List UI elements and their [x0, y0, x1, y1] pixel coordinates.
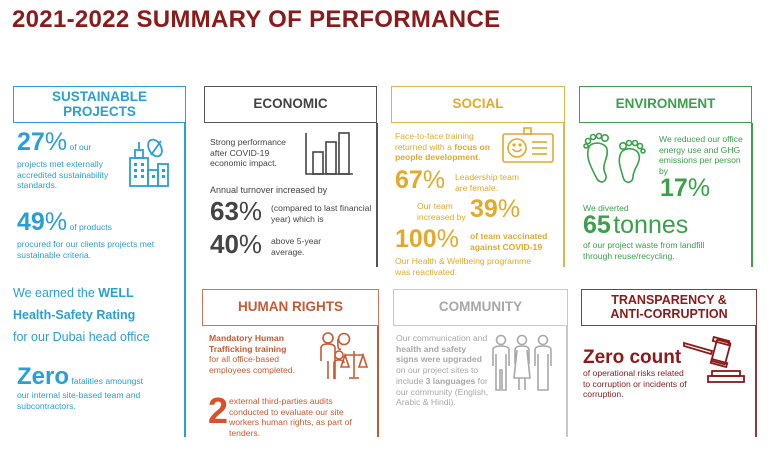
human-rights-training: Mandatory Human Trafficking training for… — [209, 333, 295, 376]
economic-stat-63: 63% — [210, 196, 263, 226]
economic-heading: ECONOMIC — [204, 86, 377, 123]
transparency-stat-text: of operational risks related to corrupti… — [583, 368, 687, 400]
community-heading: COMMUNITY — [393, 289, 568, 326]
social-footer: Our Health & Wellbeing programme was rea… — [395, 256, 531, 277]
environment-stat-17: 17% — [660, 174, 711, 202]
id-badge-smile-icon — [502, 127, 554, 163]
social-stat-39-lead: Our team increased by — [417, 201, 466, 222]
page-title: 2021-2022 SUMMARY OF PERFORMANCE — [12, 6, 501, 33]
community-text: Our communication and health and safety … — [396, 333, 489, 408]
social-divider — [563, 123, 565, 267]
social-stat-39: 39% — [470, 195, 521, 223]
environment-energy-text: We reduced our office energy use and GHG… — [659, 134, 743, 177]
bar-chart-icon — [305, 132, 353, 175]
economic-stat-63-text: (compared to last financial year) which … — [271, 203, 372, 224]
social-intro: Face-to-face training returned with a fo… — [395, 131, 491, 163]
family-scales-icon — [320, 332, 369, 379]
community-divider — [566, 326, 568, 437]
social-stat-100: 100% — [395, 225, 459, 253]
environment-heading: ENVIRONMENT — [579, 86, 752, 123]
well-rating-text: We earned the WELL Health-Safety Rating … — [13, 286, 150, 344]
sustainable-stat-27: 27% of our — [17, 128, 92, 156]
human-rights-stat-2: 2 — [208, 390, 229, 431]
environment-stat-65: 65 tonnes — [583, 211, 689, 239]
sustainable-stat-49: 49% of products — [17, 208, 112, 236]
economic-intro: Strong performance after COVID-19 econom… — [210, 137, 286, 169]
sustainable-stat-49-text: procured for our clients projects met su… — [17, 239, 155, 260]
transparency-divider — [755, 326, 757, 437]
transparency-stat: Zero count — [583, 347, 682, 368]
social-stat-67: 67% — [395, 166, 446, 194]
human-rights-stat-2-text: external third-parties audits conducted … — [229, 396, 352, 439]
sustainable-divider — [184, 123, 186, 437]
human-rights-divider — [377, 326, 379, 437]
footprints-icon — [583, 132, 646, 184]
gavel-icon — [683, 335, 745, 383]
economic-stat-40: 40% — [210, 229, 263, 259]
economic-stat-40-text: above 5-year average. — [271, 236, 322, 257]
environment-divider — [751, 123, 753, 267]
turnover-label: Annual turnover increased by — [210, 185, 328, 195]
social-stat-67-text: Leadership team are female. — [455, 172, 520, 193]
sustainable-heading: SUSTAINABLE PROJECTS — [13, 86, 186, 123]
sustainable-zero: Zero fatalities amoungst — [17, 363, 144, 390]
environment-stat-65-text: of our project waste from landfill throu… — [583, 240, 705, 261]
human-rights-heading: HUMAN RIGHTS — [202, 289, 379, 326]
transparency-heading: TRANSPARENCY & ANTI-CORRUPTION — [581, 289, 757, 326]
diverted-label: We diverted — [583, 203, 629, 213]
sustainable-stat-27-text: projects met externally accredited susta… — [17, 159, 109, 191]
social-stat-100-text: of team vaccinated against COVID-19 — [470, 231, 548, 252]
people-group-icon — [492, 334, 552, 391]
city-leaf-icon — [129, 138, 169, 187]
sustainable-zero-text: our internal site-based team and subcont… — [17, 390, 141, 411]
economic-divider — [376, 123, 378, 267]
social-heading: SOCIAL — [391, 86, 565, 123]
